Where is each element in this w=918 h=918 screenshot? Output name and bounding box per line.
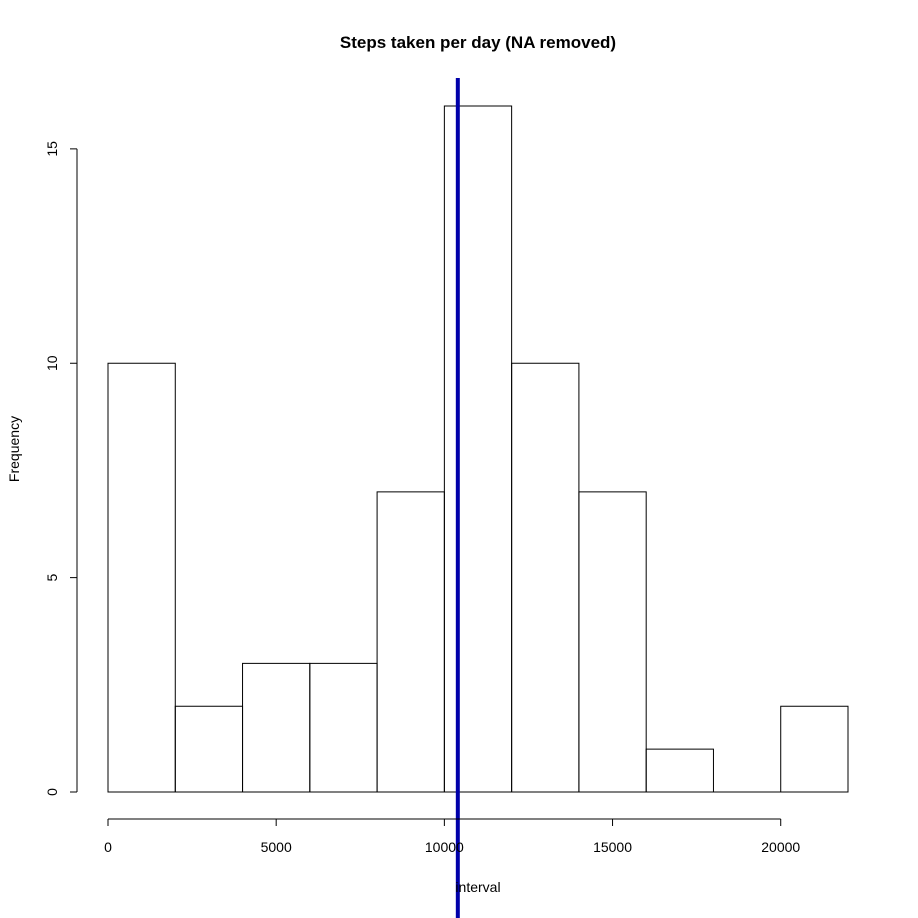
y-tick-label: 5	[44, 574, 60, 582]
x-axis: 0 5000 10000 15000 20000	[104, 818, 800, 855]
x-tick-label: 10000	[425, 839, 464, 855]
y-axis-label: Frequency	[6, 416, 22, 482]
histogram-bar-1	[107, 362, 176, 793]
histogram-bar-3	[242, 662, 311, 793]
chart-title: Steps taken per day (NA removed)	[340, 33, 616, 52]
histogram-bar-11	[780, 705, 849, 793]
x-tick-label: 15000	[593, 839, 632, 855]
y-tick-label: 0	[44, 788, 60, 796]
histogram-bar-5	[376, 491, 445, 793]
histogram-bar-4	[309, 662, 378, 793]
histogram-bar-6	[443, 105, 513, 793]
x-tick-label: 0	[104, 839, 112, 855]
x-axis-label: interval	[455, 879, 500, 895]
x-tick-label: 5000	[261, 839, 292, 855]
histogram-bars	[107, 105, 849, 793]
x-tick-label: 20000	[761, 839, 800, 855]
histogram-bar-8	[578, 491, 647, 793]
y-tick-label: 10	[44, 355, 60, 371]
histogram-bar-9	[645, 748, 714, 793]
histogram-bar-2	[174, 705, 244, 793]
histogram-bar-7	[511, 362, 580, 793]
y-tick-label: 15	[44, 141, 60, 157]
y-axis: 0 5 10 15	[44, 141, 78, 796]
